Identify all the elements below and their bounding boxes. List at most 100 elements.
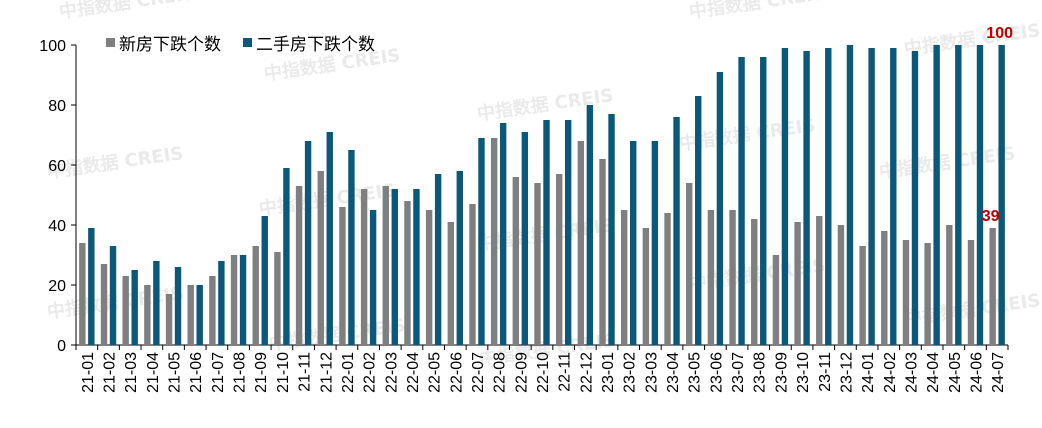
x-tick-label: 22-08 (492, 352, 509, 393)
bar-new-home (599, 159, 606, 345)
bar-second-hand (803, 51, 810, 345)
bar-new-home (100, 264, 108, 345)
data-label: 39 (982, 208, 1000, 225)
bar-new-home (816, 216, 823, 345)
x-tick-label: 21-12 (318, 352, 335, 393)
bar-second-hand (239, 255, 247, 345)
watermark-text: 中指数据 CREIS (476, 84, 615, 125)
bar-second-hand (391, 189, 398, 345)
y-tick-label: 20 (48, 278, 66, 295)
x-tick-label: 21-09 (253, 352, 270, 393)
legend-label: 新房下跌个数 (119, 35, 221, 55)
x-tick-label: 22-07 (470, 352, 487, 393)
bar-second-hand (499, 123, 507, 345)
bar-second-hand (608, 114, 615, 345)
bar-second-hand (825, 48, 832, 345)
bar-second-hand (478, 138, 485, 345)
bar-second-hand (738, 57, 745, 345)
x-tick-label: 21-11 (297, 352, 314, 392)
bar-second-hand (283, 168, 290, 345)
bar-new-home (382, 186, 389, 345)
bar-second-hand (196, 285, 203, 345)
bar-new-home (642, 228, 650, 345)
bar-new-home (924, 243, 931, 345)
bar-new-home (881, 231, 888, 345)
bar-new-home (967, 240, 975, 345)
x-tick-label: 23-08 (752, 352, 769, 393)
bar-new-home (209, 276, 216, 345)
bar-second-hand (434, 174, 442, 345)
bar-second-hand (348, 150, 355, 345)
x-tick-label: 21-07 (210, 352, 227, 393)
x-tick-label: 24-04 (925, 352, 942, 393)
bar-second-hand (413, 189, 420, 345)
x-tick-label: 22-11 (557, 352, 574, 392)
bar-second-hand (174, 267, 182, 345)
bar-second-hand (781, 48, 789, 345)
bar-new-home (230, 255, 238, 345)
bar-new-home (425, 210, 433, 345)
bar-new-home (686, 183, 693, 345)
watermark-text: 中指数据 CREIS (688, 0, 827, 23)
y-axis-ticks: 0 20 40 60 80 100 (39, 38, 76, 355)
bar-new-home (902, 240, 910, 345)
bar-second-hand (109, 246, 117, 345)
x-tick-label: 22-03 (383, 352, 400, 393)
bar-second-hand (933, 45, 940, 345)
bar-second-hand (976, 45, 984, 345)
bar-second-hand (998, 45, 1005, 345)
bar-second-hand (369, 210, 377, 345)
bar-new-home (447, 222, 455, 345)
x-tick-label: 22-12 (578, 352, 595, 393)
x-tick-label: 22-01 (340, 352, 357, 393)
bar-new-home (772, 255, 780, 345)
x-tick-label: 23-04 (665, 352, 682, 393)
x-tick-label: 23-07 (730, 352, 747, 393)
bar-second-hand (716, 72, 724, 345)
watermark-text: 中指数据 CREIS (58, 0, 197, 23)
bar-new-home (252, 246, 259, 345)
bar-new-home (707, 210, 715, 345)
bar-second-hand (760, 57, 767, 345)
bar-new-home (144, 285, 151, 345)
x-tick-label: 22-09 (513, 352, 530, 393)
watermark-text: 中指数据 CREIS (878, 142, 1017, 183)
x-tick-label: 23-12 (838, 352, 855, 393)
bar-second-hand (846, 45, 854, 345)
bar-second-hand (629, 141, 637, 345)
bar-second-hand (131, 270, 138, 345)
bar-new-home (404, 201, 411, 345)
x-tick-label: 22-04 (405, 352, 422, 393)
data-labels: 100 39 (982, 25, 1013, 225)
bar-new-home (295, 186, 303, 345)
bars (79, 45, 1005, 345)
bar-new-home (664, 213, 671, 345)
x-axis-ticks: 21-01 21-02 21-03 21-04 21-05 21-06 21-07 21-08… (75, 345, 1009, 393)
x-tick-label: 21-10 (275, 352, 292, 393)
x-tick-label: 21-01 (80, 352, 97, 393)
bar-new-home (946, 225, 953, 345)
bar-second-hand (586, 105, 594, 345)
x-tick-label: 24-03 (903, 352, 920, 393)
bar-second-hand (955, 45, 962, 345)
x-tick-label: 21-04 (145, 352, 162, 393)
y-tick-label: 60 (48, 158, 66, 175)
x-tick-label: 23-06 (708, 352, 725, 393)
bar-new-home (339, 207, 346, 345)
bar-new-home (512, 177, 520, 345)
x-tick-label: 21-08 (232, 352, 249, 393)
bar-second-hand (326, 132, 333, 345)
x-tick-label: 21-06 (188, 352, 205, 393)
bar-new-home (751, 219, 758, 345)
y-tick-label: 0 (57, 338, 66, 355)
y-tick-label: 80 (48, 98, 66, 115)
x-tick-label: 23-05 (687, 352, 704, 393)
x-tick-label: 22-02 (362, 352, 379, 393)
x-tick-label: 21-02 (102, 352, 119, 393)
data-label: 100 (986, 25, 1013, 42)
bar-new-home (794, 222, 801, 345)
bar-second-hand (868, 48, 875, 345)
bar-second-hand (261, 216, 268, 345)
